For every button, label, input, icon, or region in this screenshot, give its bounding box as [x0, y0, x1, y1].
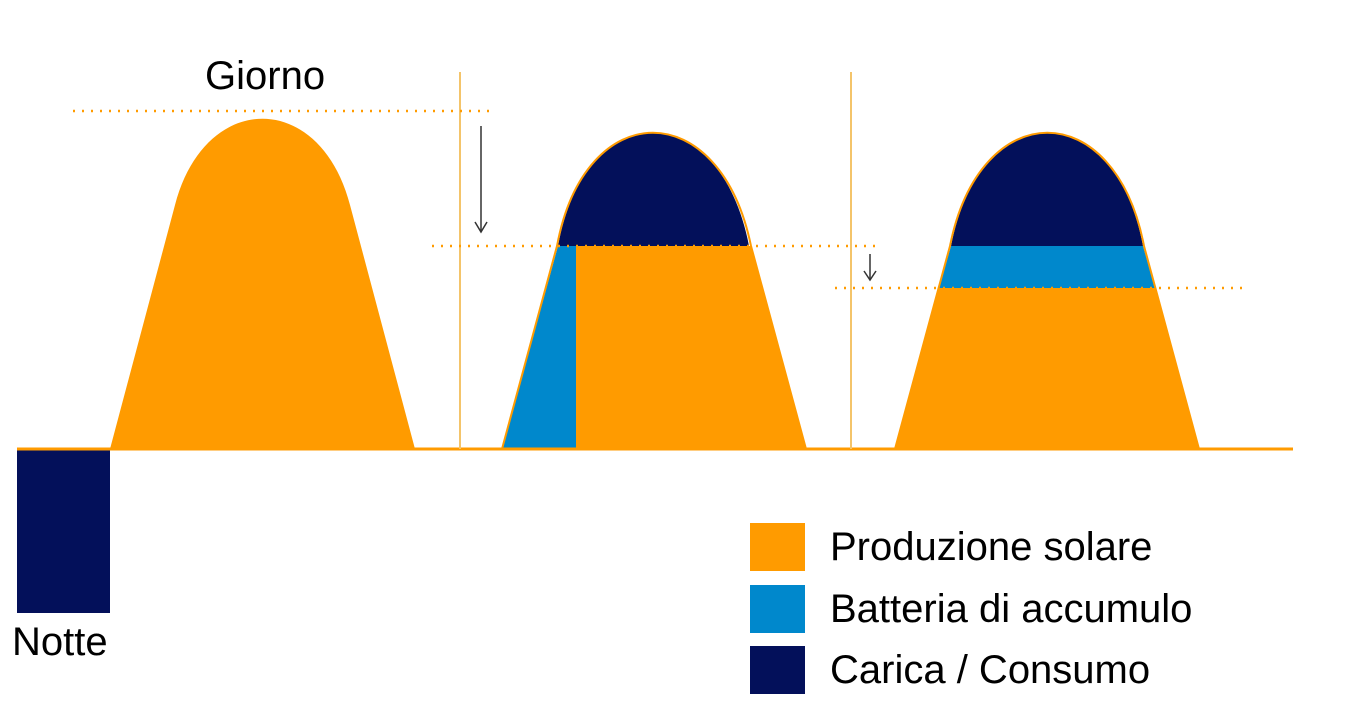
panel2-load-area: [558, 132, 749, 246]
night-label: Notte: [12, 620, 108, 664]
legend-label-solar: Produzione solare: [830, 524, 1153, 569]
legend-swatch-load: [750, 646, 805, 694]
day-label: Giorno: [205, 54, 326, 98]
legend-swatch-solar: [750, 523, 805, 571]
panel2-battery-area: [502, 246, 576, 449]
legend-item-load: Carica / Consumo: [750, 646, 1150, 694]
down-arrow-1: [474, 126, 488, 234]
panel3-load-area: [951, 132, 1143, 246]
panel1-solar-area: [110, 118, 415, 449]
legend-label-load: Carica / Consumo: [830, 647, 1151, 692]
panel3-solar-area: [895, 288, 1199, 449]
legend-item-battery: Batteria di accumulo: [750, 585, 1192, 633]
panel2-outline: [501, 131, 807, 450]
legend-swatch-battery: [750, 585, 805, 633]
legend-item-solar: Produzione solare: [750, 523, 1152, 571]
panel3-outline: [894, 131, 1200, 450]
panel2-solar-area: [576, 246, 806, 449]
panel3-battery-area: [939, 246, 1155, 288]
down-arrow-2: [863, 254, 877, 282]
legend-label-battery: Batteria di accumulo: [830, 586, 1193, 631]
night-load-block: [17, 449, 110, 613]
